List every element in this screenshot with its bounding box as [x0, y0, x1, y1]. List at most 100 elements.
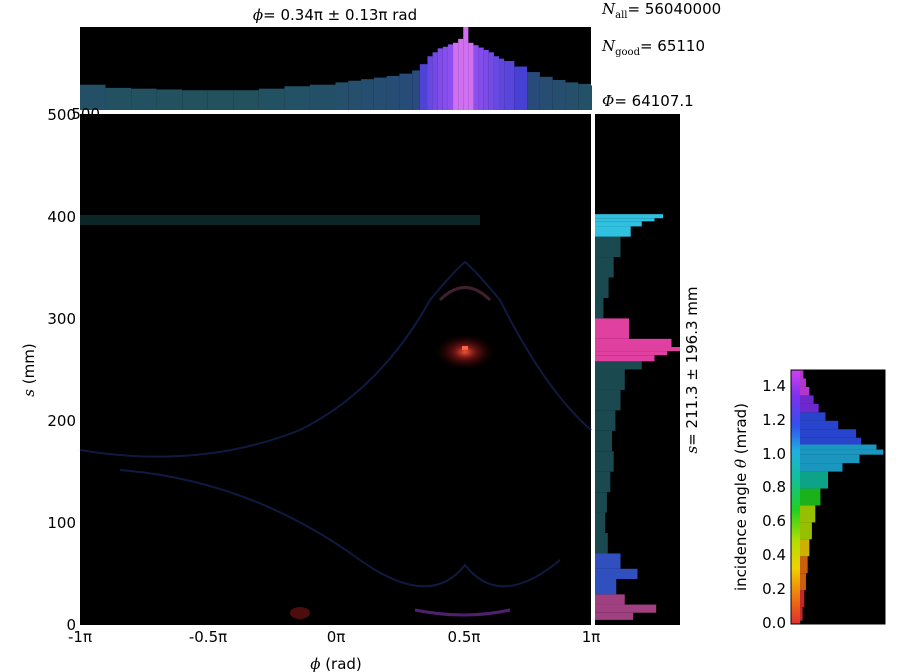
- incidence-histogram-bars: [800, 370, 884, 621]
- right-histogram-bar: [595, 214, 663, 219]
- heatmap-spot-low: [290, 607, 310, 619]
- right-histogram-bar: [595, 347, 680, 352]
- top-histogram-bar: [427, 56, 433, 110]
- y-tick-label: 400: [47, 208, 76, 226]
- x-axis: -1π -0.5π 0π 0.5π 1π ϕ (rad): [68, 628, 600, 672]
- inc-tick-label: 1.0: [762, 445, 786, 463]
- incidence-histogram-bar: [800, 437, 862, 445]
- right-histogram-bar: [595, 389, 621, 411]
- top-histogram-bar: [488, 52, 494, 110]
- incidence-histogram-bar: [800, 370, 804, 379]
- incidence-histogram-bar: [800, 386, 810, 396]
- incidence-histogram-bar: [800, 590, 805, 608]
- right-histogram-bar: [595, 369, 625, 390]
- right-histogram-bar: [595, 257, 614, 278]
- heatmap-frame: [80, 114, 591, 625]
- top-histogram-bar: [473, 45, 479, 110]
- incidence-histogram-bar: [800, 471, 829, 489]
- top-histogram-bar: [463, 27, 469, 110]
- heatmap-arc-upper: [79, 260, 592, 458]
- incidence-histogram-bar: [800, 395, 814, 404]
- top-histogram-bar: [527, 72, 540, 110]
- right-histogram-bar: [595, 594, 625, 605]
- incidence-histogram-bar: [800, 420, 839, 430]
- right-histogram-bar: [595, 553, 621, 569]
- incidence-axis-label: incidence angle θ (mrad): [732, 403, 750, 591]
- right-histogram: [595, 114, 680, 625]
- incidence-histogram-bar: [800, 412, 826, 421]
- top-histogram-bar: [156, 89, 183, 110]
- heatmap-hotspot: [435, 334, 495, 370]
- heatmap-band: [80, 215, 480, 225]
- y-tick-label: 300: [47, 310, 76, 328]
- top-histogram-bar: [105, 87, 132, 110]
- inc-tick-label: 0.6: [762, 512, 786, 530]
- top-histogram-bar: [386, 76, 400, 110]
- top-histogram-bar: [80, 84, 106, 110]
- x-tick-label: 0π: [327, 628, 346, 646]
- right-histogram-bar: [595, 338, 672, 348]
- top-title: ϕ= 0.34π ± 0.13π rad: [253, 6, 417, 24]
- top-histogram-bar: [335, 82, 349, 110]
- y-tick-label: 200: [47, 412, 76, 430]
- right-histogram-bar: [595, 226, 631, 237]
- top-histogram: 500: [71, 27, 592, 123]
- y-axis-label: s (mm): [20, 343, 38, 396]
- stats-block: Nall= 56040000 Ngood= 65110 Φ= 64107.1: [601, 0, 721, 110]
- top-histogram-bar: [207, 90, 234, 110]
- top-histogram-bars: [80, 27, 592, 111]
- incidence-histogram-bar: [800, 454, 860, 464]
- top-histogram-bar: [182, 90, 208, 110]
- x-tick-label: 1π: [582, 628, 601, 646]
- top-histogram-bar: [478, 47, 484, 110]
- colorbar: [791, 370, 800, 624]
- top-histogram-bar: [361, 79, 374, 110]
- right-histogram-bar: [595, 277, 609, 298]
- incidence-border: [790, 369, 886, 625]
- right-side-label: s= 211.3 ± 196.3 mm: [683, 286, 701, 453]
- main-heatmap: [79, 114, 592, 625]
- right-histogram-bars: [595, 214, 680, 620]
- top-histogram-bar: [565, 82, 579, 110]
- y-axis: 0 100 200 300 400 500 s (mm): [20, 106, 76, 634]
- inc-tick-label: 1.2: [762, 411, 786, 429]
- right-histogram-bar: [595, 410, 616, 431]
- inc-tick-label: 0.0: [762, 614, 786, 632]
- right-histogram-bar: [595, 471, 611, 493]
- right-histogram-bar: [595, 351, 668, 356]
- top-histogram-bar: [539, 76, 553, 110]
- top-histogram-bar: [552, 79, 566, 110]
- top-histogram-bar: [493, 56, 500, 110]
- y-tick-label: 0: [66, 616, 76, 634]
- heatmap-hotspot-core: [462, 346, 468, 350]
- incidence-histogram-bar: [800, 463, 843, 472]
- incidence-histogram-bar: [800, 539, 810, 557]
- x-axis-label: ϕ (rad): [310, 655, 362, 672]
- top-histogram-bar: [499, 58, 505, 110]
- top-histogram-bar: [399, 73, 413, 110]
- top-histogram-bar: [437, 48, 443, 110]
- right-histogram-bar: [595, 512, 606, 534]
- top-histogram-bar: [412, 70, 420, 110]
- right-histogram-bar: [595, 451, 614, 472]
- top-histogram-bar: [468, 42, 474, 110]
- incidence-histogram-bar: [800, 444, 877, 450]
- top-histogram-bar: [131, 88, 157, 110]
- heatmap-arc-lower: [119, 469, 561, 588]
- incidence-histogram-bar: [800, 573, 806, 591]
- top-histogram-bar: [483, 49, 489, 110]
- inc-tick-label: 1.4: [762, 377, 786, 395]
- right-histogram-bar: [595, 297, 604, 319]
- stat-n-good: Ngood= 65110: [601, 37, 705, 58]
- incidence-histogram-bar: [800, 488, 821, 506]
- top-histogram-bar: [348, 80, 362, 110]
- x-tick-label: 0.5π: [448, 628, 481, 646]
- incidence-histogram-bar: [800, 403, 819, 413]
- top-histogram-bar: [373, 77, 387, 110]
- inc-tick-label: 0.8: [762, 478, 786, 496]
- incidence-histogram-bar: [800, 607, 803, 621]
- incidence-histogram-bar: [800, 449, 884, 455]
- top-histogram-bar: [591, 85, 592, 110]
- top-histogram-bar: [447, 44, 454, 111]
